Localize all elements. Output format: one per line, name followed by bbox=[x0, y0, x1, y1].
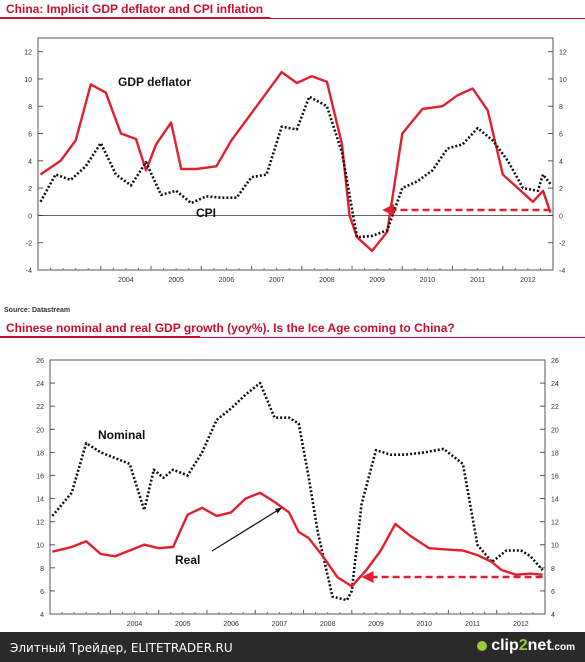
chart1-red-arrow-head bbox=[382, 203, 395, 216]
chart2-ytick-label-right: 8 bbox=[551, 566, 555, 573]
chart2-ytick-label-right: 6 bbox=[551, 589, 555, 596]
chart1-xtick-label: 2011 bbox=[470, 277, 485, 284]
chart1-series-gdp-deflator-line bbox=[39, 70, 552, 253]
chart1-xtick-label: 2006 bbox=[219, 277, 235, 284]
chart1-title-rule-thin bbox=[0, 18, 585, 19]
chart1-ytick-label-right: 0 bbox=[559, 213, 563, 220]
chart1-ytick-label-left: -4 bbox=[26, 268, 32, 275]
footer-bar: Элитный Трейдер, ELITETRADER.RU clip2net… bbox=[0, 632, 585, 662]
source-note: Source: Datastream bbox=[4, 307, 71, 314]
chart2-ytick-label-left: 8 bbox=[40, 566, 44, 573]
chart2-ytick-label-left: 10 bbox=[36, 543, 44, 550]
chart2-annotation-nominal: Nominal bbox=[98, 428, 145, 442]
chart2-real-pointer-head bbox=[274, 507, 282, 514]
chart2-xtick-label: 2004 bbox=[127, 621, 143, 628]
chart2-ytick-label-left: 22 bbox=[36, 404, 44, 411]
chart2-xtick-label: 2006 bbox=[223, 621, 239, 628]
chart2-title: Chinese nominal and real GDP growth (yoy… bbox=[6, 321, 455, 335]
chart2-xtick-label: 2005 bbox=[175, 621, 191, 628]
chart2-ytick-label-right: 4 bbox=[551, 612, 555, 619]
chart1-ytick-label-right: 2 bbox=[559, 186, 563, 193]
clip2net-logo: clip2net.com bbox=[477, 637, 575, 655]
chart2-ytick-label-left: 20 bbox=[36, 427, 44, 434]
chart1-ytick-label-left: 2 bbox=[28, 186, 32, 193]
chart1-xtick-label: 2007 bbox=[269, 277, 285, 284]
chart2-ytick-label-right: 14 bbox=[551, 497, 559, 504]
logo-main: clip bbox=[491, 637, 519, 654]
chart2-ytick-label-right: 12 bbox=[551, 520, 559, 527]
chart1-ytick-label-left: 8 bbox=[28, 104, 32, 111]
chart2-xtick-label: 2008 bbox=[320, 621, 336, 628]
chart1-xtick-label: 2009 bbox=[369, 277, 385, 284]
chart2-ytick-label-right: 18 bbox=[551, 450, 559, 457]
chart1-frame bbox=[37, 37, 554, 271]
chart2-ytick-label-left: 14 bbox=[36, 497, 44, 504]
chart1-ytick-label-right: 10 bbox=[559, 77, 567, 84]
chart1-ytick-label-left: 6 bbox=[28, 132, 32, 139]
chart1-ytick-label-left: 12 bbox=[24, 50, 32, 57]
chart1-xtick-label: 2004 bbox=[118, 277, 134, 284]
logo-end: net bbox=[527, 637, 552, 654]
chart2-xtick-label: 2007 bbox=[272, 621, 288, 628]
chart2-plot: 4 4 6 6 8 8 10 10 12 12 14 14 16 16 18 18 20 20 22 22 24 24 26… bbox=[36, 358, 559, 628]
chart1-series-cpi-line bbox=[39, 95, 552, 239]
chart2-ytick-label-right: 10 bbox=[551, 543, 559, 550]
chart1-plot: -4 -4 -2 -2 0 0 2 2 4 4 6 6 8 8 10 10 12 12 2004 2005 2006 20… bbox=[24, 37, 567, 284]
logo-num: 2 bbox=[518, 637, 528, 654]
chart2-ytick-label-right: 26 bbox=[551, 358, 559, 365]
chart1-ytick-label-left: 0 bbox=[28, 213, 32, 220]
chart1-ytick-label-right: -4 bbox=[559, 268, 565, 275]
chart2-real-pointer-line bbox=[211, 507, 283, 552]
chart2-ytick-label-right: 20 bbox=[551, 427, 559, 434]
chart2-title-rule-thin bbox=[0, 337, 585, 338]
chart2-ytick-label-right: 16 bbox=[551, 473, 559, 480]
chart1-ytick-label-left: 4 bbox=[28, 159, 32, 166]
chart1-xtick-label: 2012 bbox=[520, 277, 536, 284]
chart2-ytick-label-left: 24 bbox=[36, 381, 44, 388]
chart1-ytick-label-right: -2 bbox=[559, 241, 565, 248]
logo-tld: .com bbox=[551, 642, 575, 653]
chart2-ytick-label-right: 22 bbox=[551, 404, 559, 411]
chart2-ytick-label-left: 16 bbox=[36, 473, 44, 480]
chart2-ytick-label-right: 24 bbox=[551, 381, 559, 388]
chart2-xtick-label: 2010 bbox=[416, 621, 432, 628]
chart2-ytick-label-left: 26 bbox=[36, 358, 44, 365]
chart1-annotation-cpi: CPI bbox=[196, 206, 216, 220]
chart2-annotation-real: Real bbox=[175, 553, 200, 567]
chart1-xtick-label: 2008 bbox=[319, 277, 335, 284]
chart2-xtick-label: 2009 bbox=[368, 621, 384, 628]
chart1-xtick-label: 2005 bbox=[168, 277, 184, 284]
chart1-ytick-label-left: -2 bbox=[26, 241, 32, 248]
chart2-series-real-line bbox=[52, 491, 543, 588]
chart2-ytick-label-left: 6 bbox=[40, 589, 44, 596]
chart1-xtick-label: 2010 bbox=[420, 277, 436, 284]
chart1-ytick-label-right: 6 bbox=[559, 132, 563, 139]
chart2-ytick-label-left: 4 bbox=[40, 612, 44, 619]
chart2-xtick-label: 2012 bbox=[513, 621, 529, 628]
chart2-red-arrow-head bbox=[361, 571, 374, 584]
chart1-ytick-label-left: 10 bbox=[24, 77, 32, 84]
chart1-ytick-label-right: 4 bbox=[559, 159, 563, 166]
chart2-ytick-label-left: 18 bbox=[36, 450, 44, 457]
chart1-ytick-label-right: 8 bbox=[559, 104, 563, 111]
chart2-xtick-label: 2011 bbox=[465, 621, 480, 628]
chart1-ytick-label-right: 12 bbox=[559, 50, 567, 57]
chart2-frame bbox=[49, 359, 546, 615]
chart1-title: China: Implicit GDP deflator and CPI inf… bbox=[6, 2, 264, 16]
chart1-annotation-gdp-deflator: GDP deflator bbox=[118, 75, 191, 89]
chart2-series-nominal-line bbox=[51, 381, 544, 602]
chart2-ytick-label-left: 12 bbox=[36, 520, 44, 527]
pin-icon bbox=[477, 640, 488, 651]
footer-site-label: Элитный Трейдер, ELITETRADER.RU bbox=[10, 641, 233, 655]
